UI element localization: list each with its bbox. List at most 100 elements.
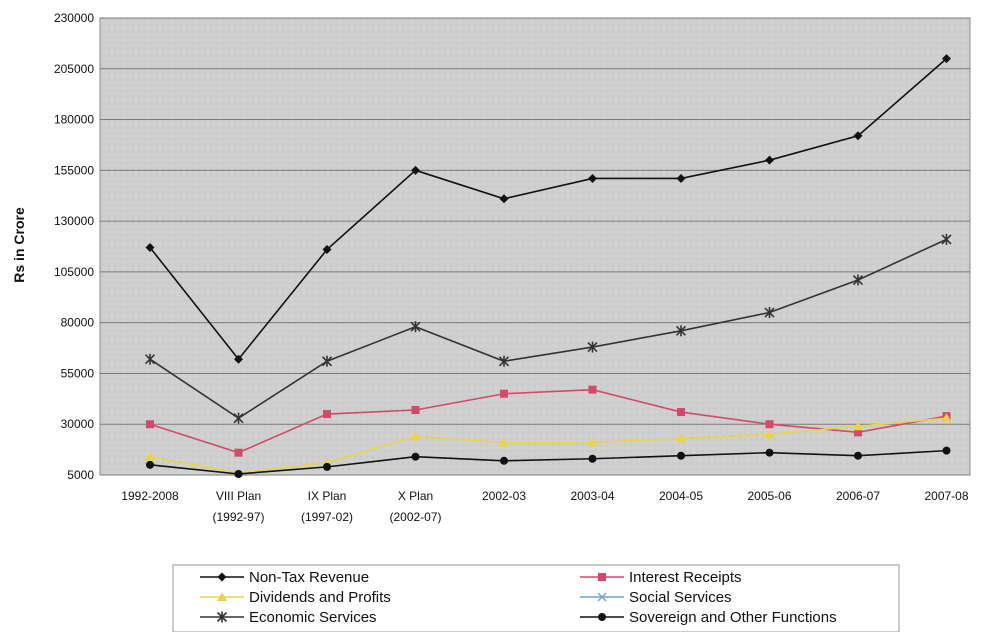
data-point [411, 452, 420, 461]
data-point [145, 243, 155, 253]
y-tick-label: 105000 [54, 265, 94, 279]
data-point [146, 420, 154, 429]
y-tick-label: 155000 [54, 163, 94, 177]
data-point [411, 406, 420, 415]
y-tick-label: 230000 [54, 11, 94, 25]
legend-entry: Social Services [580, 589, 732, 606]
series-1 [146, 385, 951, 457]
series-layer [144, 54, 952, 478]
data-point [854, 451, 862, 460]
data-point [854, 428, 862, 437]
series-5 [146, 446, 951, 478]
legend-marker [598, 613, 606, 621]
data-point [500, 389, 508, 398]
legend-entry: Dividends and Profits [200, 589, 391, 606]
y-tick-label: 205000 [54, 62, 94, 76]
y-tick-label: 30000 [61, 417, 95, 431]
legend-marker [217, 572, 227, 582]
data-point [411, 165, 420, 175]
data-point [588, 454, 597, 463]
data-point [941, 233, 952, 245]
x-tick-label: IX Plan (1997-02) [301, 489, 353, 524]
data-point [498, 355, 510, 367]
legend-marker [597, 592, 607, 602]
data-point [853, 131, 863, 141]
data-point [852, 274, 864, 286]
data-point [234, 354, 243, 364]
series-line-1 [149, 388, 947, 454]
data-point [499, 194, 509, 204]
y-tick-label: 55000 [61, 366, 95, 380]
legend-marker [598, 573, 606, 581]
data-point [144, 353, 156, 365]
data-point [588, 385, 597, 394]
data-point [233, 412, 244, 424]
x-axis: 1992-2008 VIII Plan (1992-97) IX Plan (1997-… [121, 489, 969, 524]
y-tick-label: 130000 [54, 214, 94, 228]
x-tick-label: 1992-2008 [121, 489, 179, 503]
data-point [234, 448, 243, 457]
data-point [765, 420, 774, 429]
y-tick-label: 80000 [61, 316, 95, 330]
data-point [234, 469, 243, 478]
x-tick-label: 2007-08 [924, 489, 968, 503]
data-point [676, 433, 686, 443]
legend-label: Non-Tax Revenue [249, 569, 369, 586]
x-tick-label: 2006-07 [836, 489, 880, 503]
y-tick-label: 5000 [67, 468, 94, 482]
data-point [587, 341, 598, 353]
data-point [323, 410, 331, 419]
legend-label: Economic Services [249, 609, 377, 626]
data-point [764, 429, 775, 439]
legend-label: Dividends and Profits [249, 589, 391, 606]
series-4 [144, 233, 952, 424]
x-tick-label: 2005-06 [747, 489, 791, 503]
data-point [321, 355, 333, 367]
legend-label: Sovereign and Other Functions [629, 609, 837, 626]
y-axis: 5000 30000 55000 80000 105000 130000 155000 180… [54, 11, 94, 482]
plot-area [99, 17, 971, 476]
series-0 [145, 54, 951, 364]
y-tick-label: 180000 [54, 113, 94, 127]
x-tick-label: 2004-05 [659, 489, 703, 503]
x-tick-label: VIII Plan (1992-97) [212, 489, 264, 524]
x-tick-label: 2003-04 [570, 489, 614, 503]
data-point [410, 321, 421, 333]
data-point [765, 155, 774, 165]
data-point [764, 307, 775, 319]
x-tick-label: X Plan (2002-07) [389, 489, 441, 524]
legend-entry: Non-Tax Revenue [200, 569, 369, 586]
y-axis-label: Rs in Crore [11, 207, 27, 283]
legend-box [172, 564, 900, 632]
data-point [676, 173, 686, 183]
series-line-2 [149, 417, 947, 474]
legend-marker [216, 611, 228, 623]
data-point [765, 448, 774, 457]
legend-entry: Sovereign and Other Functions [580, 609, 837, 626]
series-line-0 [149, 58, 948, 361]
gridlines [100, 17, 970, 476]
legend-entry: Economic Services [200, 609, 377, 626]
legend-label: Interest Receipts [629, 569, 742, 586]
data-point [677, 408, 685, 417]
data-point [499, 437, 509, 447]
legend-entry: Interest Receipts [580, 569, 742, 586]
data-point [145, 451, 155, 461]
data-point [677, 451, 685, 460]
x-tick-label: 2002-03 [482, 489, 526, 503]
data-point [410, 431, 421, 441]
legend: Non-Tax Revenue Interest Receipts Dividend… [172, 564, 900, 632]
data-point [942, 446, 951, 455]
data-point [323, 462, 331, 471]
series-line-4 [149, 238, 947, 420]
data-point [322, 245, 332, 255]
data-point [853, 421, 863, 431]
data-point [500, 456, 508, 465]
data-point [587, 437, 598, 447]
legend-marker [217, 592, 227, 601]
data-point [942, 54, 951, 64]
legend-label: Social Services [629, 589, 732, 606]
data-point [588, 173, 597, 183]
data-point [146, 460, 154, 469]
